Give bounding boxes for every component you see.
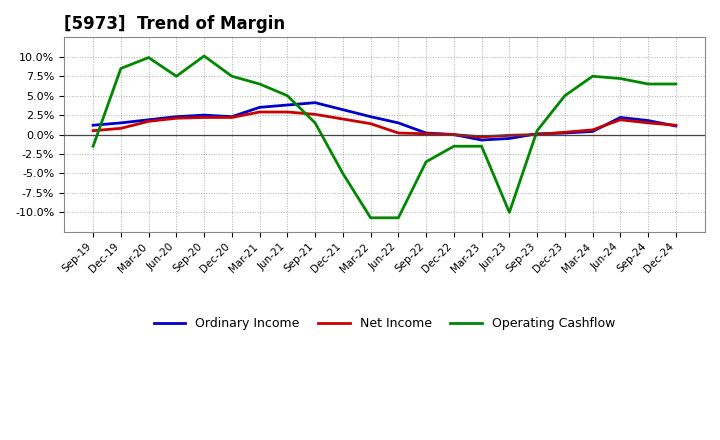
Net Income [117,126,125,131]
Net Income [144,119,153,124]
Ordinary Income [283,103,292,108]
Operating Cashflow [672,81,680,87]
Net Income [283,110,292,115]
Line: Operating Cashflow: Operating Cashflow [93,56,676,218]
Net Income [199,115,208,120]
Ordinary Income [533,131,541,136]
Operating Cashflow [533,128,541,133]
Net Income [616,117,625,122]
Ordinary Income [477,137,486,143]
Ordinary Income [366,114,375,119]
Net Income [256,110,264,115]
Operating Cashflow [449,143,458,149]
Operating Cashflow [616,76,625,81]
Operating Cashflow [338,171,347,176]
Operating Cashflow [228,73,236,79]
Ordinary Income [561,130,570,136]
Ordinary Income [144,117,153,122]
Ordinary Income [449,132,458,137]
Operating Cashflow [505,210,513,215]
Ordinary Income [616,115,625,120]
Ordinary Income [256,105,264,110]
Net Income [588,127,597,132]
Ordinary Income [422,130,431,136]
Operating Cashflow [477,143,486,149]
Operating Cashflow [144,55,153,60]
Ordinary Income [172,114,181,119]
Net Income [366,121,375,126]
Ordinary Income [672,123,680,128]
Operating Cashflow [311,120,320,125]
Operating Cashflow [394,215,402,220]
Ordinary Income [89,123,97,128]
Line: Ordinary Income: Ordinary Income [93,103,676,140]
Net Income [533,132,541,137]
Ordinary Income [228,114,236,119]
Net Income [172,116,181,121]
Operating Cashflow [199,53,208,59]
Net Income [228,115,236,120]
Line: Net Income: Net Income [93,112,676,137]
Net Income [89,128,97,133]
Operating Cashflow [256,81,264,87]
Net Income [338,116,347,121]
Operating Cashflow [644,81,652,87]
Ordinary Income [505,136,513,141]
Text: [5973]  Trend of Margin: [5973] Trend of Margin [64,15,285,33]
Net Income [311,112,320,117]
Net Income [449,132,458,137]
Ordinary Income [588,129,597,134]
Net Income [505,133,513,138]
Operating Cashflow [366,215,375,220]
Operating Cashflow [588,73,597,79]
Net Income [644,120,652,125]
Legend: Ordinary Income, Net Income, Operating Cashflow: Ordinary Income, Net Income, Operating C… [149,312,620,335]
Net Income [422,131,431,136]
Net Income [394,130,402,136]
Net Income [561,130,570,135]
Net Income [672,123,680,128]
Ordinary Income [338,107,347,112]
Operating Cashflow [283,93,292,98]
Operating Cashflow [117,66,125,71]
Net Income [477,134,486,139]
Operating Cashflow [172,73,181,79]
Ordinary Income [644,118,652,123]
Operating Cashflow [561,93,570,98]
Ordinary Income [394,120,402,125]
Ordinary Income [311,100,320,105]
Operating Cashflow [422,159,431,165]
Operating Cashflow [89,143,97,149]
Ordinary Income [199,113,208,118]
Ordinary Income [117,120,125,125]
